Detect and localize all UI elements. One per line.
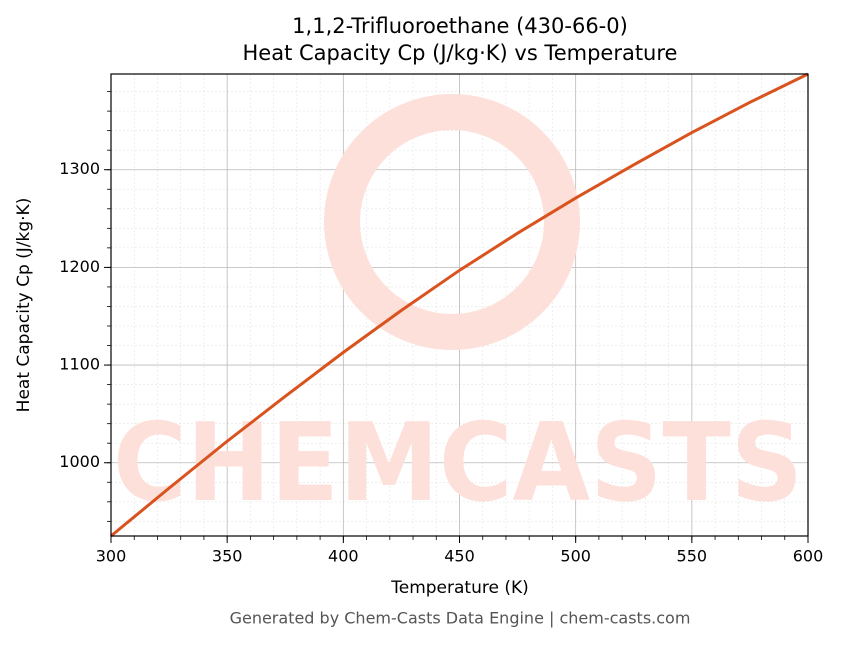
x-tick-label: 450 bbox=[444, 547, 475, 566]
watermark-logo bbox=[324, 94, 580, 350]
y-axis-label: Heat Capacity Cp (J/kg·K) bbox=[14, 198, 34, 413]
y-tick-label: 1000 bbox=[59, 452, 100, 471]
y-tick-label: 1100 bbox=[59, 355, 100, 374]
x-tick-label: 400 bbox=[328, 547, 359, 566]
y-tick-label: 1300 bbox=[59, 159, 100, 178]
x-tick-label: 600 bbox=[793, 547, 824, 566]
plot-frame bbox=[110, 73, 809, 537]
footer: Generated by Chem-Casts Data Engine | ch… bbox=[230, 609, 691, 628]
chart-title: 1,1,2-Trifluoroethane (430-66-0) bbox=[292, 14, 628, 38]
x-tick-label: 500 bbox=[560, 547, 591, 566]
watermark-group: CHEMCASTS bbox=[113, 94, 803, 526]
y-tick-label: 1200 bbox=[59, 257, 100, 276]
x-tick-label: 350 bbox=[212, 547, 243, 566]
data-line bbox=[110, 72, 809, 538]
chart-subtitle: Heat Capacity Cp (J/kg·K) vs Temperature bbox=[243, 41, 678, 65]
x-axis-label: Temperature (K) bbox=[390, 578, 529, 598]
watermark: CHEMCASTS bbox=[113, 401, 803, 526]
x-tick-label: 550 bbox=[677, 547, 708, 566]
x-tick-label: 300 bbox=[96, 547, 127, 566]
